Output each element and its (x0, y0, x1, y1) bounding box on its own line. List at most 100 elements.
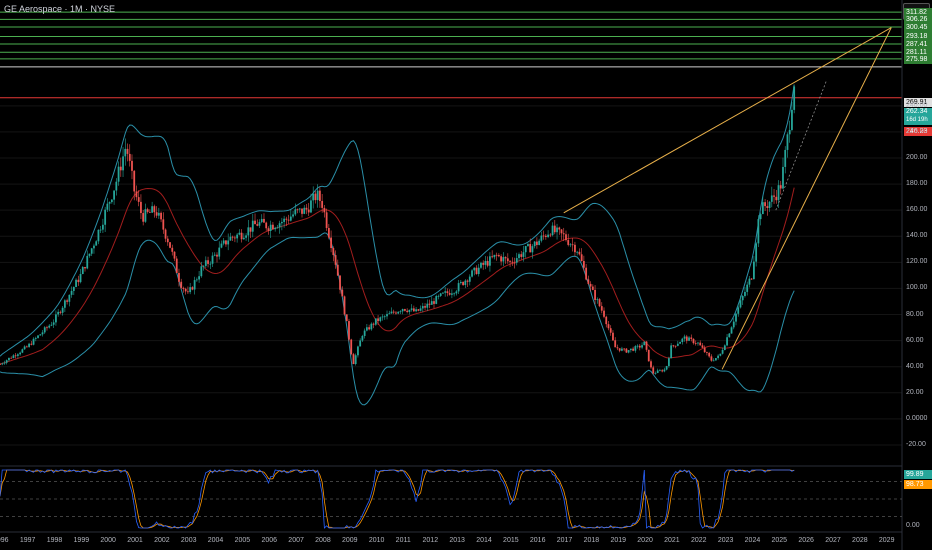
candle-body (204, 260, 207, 266)
candle (99, 226, 102, 234)
candle-body (408, 309, 411, 312)
candle-body (289, 216, 292, 221)
price-tick: 160.00 (906, 206, 928, 214)
candle-body (730, 327, 733, 334)
candle (345, 314, 348, 322)
candle (717, 354, 720, 360)
candle (46, 325, 48, 331)
price-tick: 220.00 (906, 127, 928, 135)
candle (397, 311, 400, 315)
candle-body (10, 357, 13, 359)
candle-body (721, 349, 724, 354)
candle-body (513, 262, 516, 264)
candle (135, 185, 138, 201)
resistance-level-label: 306.26 (904, 15, 932, 24)
candle-body (319, 190, 321, 201)
candle (348, 318, 350, 342)
candle (238, 229, 241, 236)
candle-body (14, 355, 17, 357)
candle-body (591, 286, 594, 290)
candle (437, 294, 440, 300)
candle-body (34, 337, 37, 339)
candle (706, 351, 708, 356)
candle-body (267, 228, 270, 231)
candle-body (222, 240, 225, 244)
candle (753, 256, 755, 280)
candle-body (106, 203, 109, 210)
candle-body (556, 227, 558, 233)
candle-body (81, 267, 84, 275)
candle-body (390, 311, 393, 314)
candle (84, 266, 86, 272)
candle-body (292, 214, 294, 217)
candle-body (399, 311, 402, 313)
candle-body (634, 346, 637, 351)
candle (305, 204, 308, 215)
trend-line (563, 27, 892, 214)
grid (0, 105, 902, 446)
candle (408, 309, 411, 315)
candle (638, 344, 641, 351)
candle-body (576, 251, 579, 253)
candle (267, 226, 270, 235)
current-price-label: 262.34 16d 19h (904, 108, 932, 125)
candle (424, 303, 426, 311)
candle-body (567, 240, 570, 245)
candle-body (777, 185, 780, 201)
time-tick: 2004 (207, 537, 224, 544)
candle (560, 229, 563, 240)
candle-body (240, 232, 243, 240)
candle-body (665, 366, 668, 370)
candle (254, 213, 256, 225)
candle (473, 267, 476, 276)
time-tick: 2015 (503, 537, 519, 544)
candle-body (524, 246, 527, 253)
candle-body (719, 353, 722, 356)
candle (227, 233, 230, 251)
candle-body (52, 322, 55, 325)
candle (140, 194, 142, 219)
candle (39, 334, 42, 336)
candle-body (580, 254, 583, 262)
countdown-value: 16d 19h (906, 117, 928, 123)
candle (43, 326, 46, 334)
candle-body (439, 293, 442, 296)
candle-body (137, 197, 140, 202)
candle (8, 357, 10, 362)
candle (209, 261, 212, 270)
candle-body (332, 248, 335, 256)
candle-body (1, 363, 4, 365)
candle-body (663, 369, 666, 372)
candle-body (685, 336, 688, 341)
candle (88, 253, 91, 258)
candle (464, 279, 467, 289)
candle-body (618, 348, 621, 351)
stoch-k-line (0, 469, 795, 529)
candle-body (348, 321, 350, 340)
time-tick: 1999 (73, 537, 90, 544)
candle-body (571, 244, 574, 246)
candle-body (426, 303, 429, 308)
candle (643, 341, 646, 346)
candle (518, 252, 520, 261)
candle (591, 284, 594, 291)
osc-zero-tick: 0.00 (906, 522, 920, 529)
candle (296, 208, 299, 214)
candle-body (231, 236, 234, 238)
candle (350, 338, 353, 356)
candle-body (421, 306, 424, 309)
candle-body (486, 260, 489, 266)
candle (48, 324, 51, 329)
candle-body (744, 291, 746, 297)
candle-body (764, 202, 766, 207)
candle (370, 322, 373, 331)
candle (459, 280, 462, 285)
candle (782, 157, 784, 190)
candle (343, 295, 346, 316)
candle (732, 318, 735, 330)
price-tick: 0.0000 (906, 414, 928, 422)
price-tick: 60.00 (906, 336, 924, 344)
candle-body (779, 185, 782, 189)
candle (553, 220, 556, 235)
